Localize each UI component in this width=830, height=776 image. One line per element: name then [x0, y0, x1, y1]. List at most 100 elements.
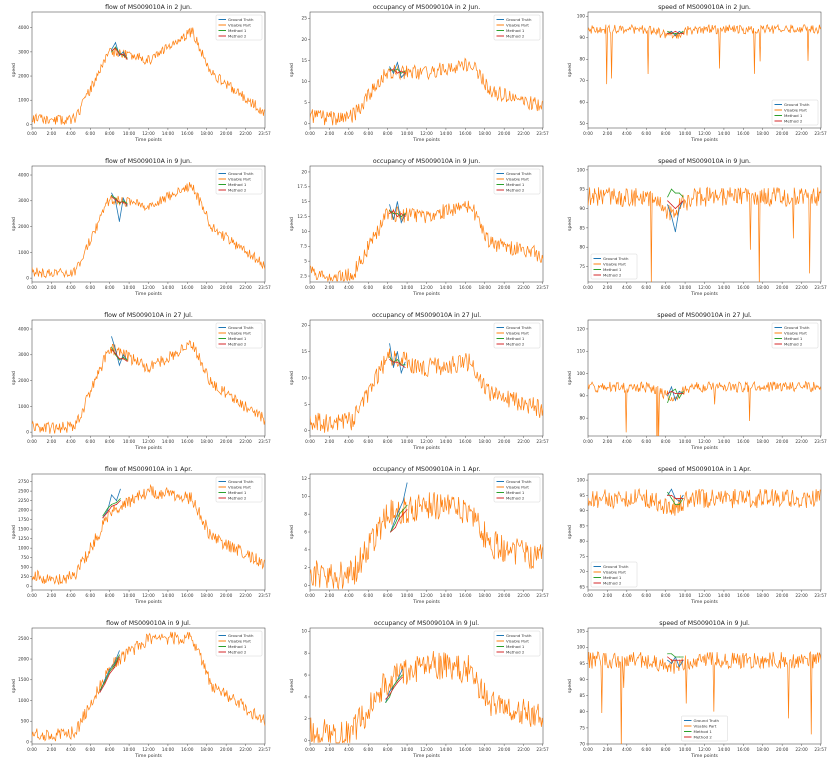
x-tick-label: 23:57 — [536, 285, 549, 291]
x-tick-label: 20:00 — [498, 285, 511, 291]
y-tick-label: 4000 — [18, 172, 29, 178]
y-tick-label: 1000 — [18, 698, 29, 704]
legend-entry: Ground Truth — [228, 479, 254, 484]
y-tick-label: 1000 — [18, 404, 29, 410]
y-tick-label: 20 — [302, 169, 308, 175]
data-point — [671, 497, 672, 499]
y-tick-label: 2000 — [18, 378, 29, 384]
data-point — [404, 72, 406, 74]
data-point — [671, 653, 672, 655]
y-tick-label: 0 — [304, 738, 307, 744]
legend-entry: Method 2 — [228, 649, 247, 654]
x-tick-label: 6:00 — [85, 285, 95, 291]
data-point — [671, 662, 672, 664]
x-tick-label: 14:00 — [162, 439, 175, 445]
y-tick-label: 2750 — [18, 479, 29, 485]
data-point — [118, 55, 120, 56]
data-point — [402, 500, 404, 502]
data-point — [404, 213, 406, 215]
x-tick-label: 18:00 — [479, 593, 492, 599]
x-tick-label: 2:00 — [47, 593, 57, 599]
legend-entry: Visable Part — [228, 638, 251, 643]
x-tick-label: 12:00 — [142, 593, 155, 599]
data-point — [111, 49, 113, 50]
data-point — [109, 668, 111, 670]
x-tick-label: 18:00 — [757, 285, 770, 291]
y-tick-label: 10 — [302, 229, 308, 235]
x-tick-label: 2:00 — [325, 593, 335, 599]
x-tick-label: 4:00 — [622, 439, 632, 445]
data-point — [394, 527, 396, 528]
x-tick-label: 18:00 — [479, 131, 492, 137]
data-point — [667, 659, 669, 661]
chart-panel: occupancy of MS009010A in 27 Jul. 0 5 10 15 2… — [289, 312, 549, 451]
y-axis-label: speed — [289, 63, 295, 77]
y-tick-label: 75 — [580, 264, 586, 270]
chart-panel: flow of MS009010A in 27 Jul. 0 1000 2000 300… — [11, 312, 271, 451]
y-tick-label: 5 — [304, 100, 307, 106]
data-point — [102, 517, 104, 519]
x-tick-label: 20:00 — [220, 747, 233, 753]
y-tick-label: 0 — [304, 428, 307, 434]
y-tick-label: 2250 — [18, 498, 29, 504]
y-tick-label: 0 — [26, 584, 29, 590]
data-point — [400, 372, 402, 374]
y-axis-label: speed — [567, 371, 573, 385]
chart-title: speed of MS009010A in 27 Jul. — [657, 312, 752, 319]
y-axis-label: speed — [289, 217, 295, 231]
x-tick-label: 23:57 — [536, 439, 549, 445]
y-tick-label: 250 — [21, 574, 29, 580]
y-tick-label: 4 — [304, 547, 307, 553]
x-tick-label: 20:00 — [776, 747, 789, 753]
y-tick-label: 8 — [304, 512, 307, 518]
data-point — [678, 33, 680, 34]
data-point — [111, 50, 113, 52]
data-point — [385, 701, 387, 703]
chart-title: occupancy of MS009010A in 9 Jul. — [374, 620, 479, 627]
y-tick-label: 2000 — [18, 656, 29, 662]
data-point — [404, 70, 406, 72]
data-point — [111, 336, 113, 338]
x-tick-label: 10:00 — [401, 131, 414, 137]
data-point — [126, 360, 128, 362]
data-point — [389, 356, 391, 358]
data-point — [104, 679, 106, 681]
y-tick-label: 0 — [304, 121, 307, 127]
x-tick-label: 0:00 — [27, 285, 37, 291]
x-tick-label: 14:00 — [440, 439, 453, 445]
legend-entry: Visable Part — [228, 330, 251, 335]
x-tick-label: 18:00 — [201, 285, 214, 291]
y-axis-label: speed — [11, 63, 17, 77]
x-tick-label: 10:00 — [679, 747, 692, 753]
x-tick-label: 22:00 — [239, 285, 252, 291]
x-tick-label: 10:00 — [401, 593, 414, 599]
x-tick-label: 2:00 — [325, 131, 335, 137]
x-tick-label: 20:00 — [498, 131, 511, 137]
x-tick-label: 18:00 — [479, 439, 492, 445]
x-tick-label: 2:00 — [325, 747, 335, 753]
x-tick-label: 23:57 — [814, 131, 827, 137]
chart-panel: flow of MS009010A in 2 Jun. 0 1000 2000 3000… — [11, 4, 271, 143]
data-point — [118, 654, 120, 656]
legend-entry: Visable Part — [506, 330, 529, 335]
x-tick-label: 20:00 — [776, 439, 789, 445]
x-tick-label: 6:00 — [641, 131, 651, 137]
x-axis-label: Time points — [134, 137, 162, 143]
x-tick-label: 18:00 — [479, 285, 492, 291]
x-tick-label: 4:00 — [66, 439, 76, 445]
data-point — [122, 55, 124, 56]
legend-entry: Method 1 — [228, 644, 247, 649]
x-tick-label: 14:00 — [718, 131, 731, 137]
y-tick-label: 10 — [302, 494, 308, 500]
x-tick-label: 6:00 — [363, 593, 373, 599]
x-tick-label: 4:00 — [344, 593, 354, 599]
x-axis-label: Time points — [412, 137, 440, 143]
x-tick-label: 14:00 — [718, 285, 731, 291]
data-point — [406, 509, 408, 511]
data-point — [126, 58, 128, 60]
x-tick-label: 4:00 — [344, 747, 354, 753]
x-axis-label: Time points — [134, 599, 162, 605]
x-tick-label: 18:00 — [757, 593, 770, 599]
data-point — [115, 42, 116, 44]
